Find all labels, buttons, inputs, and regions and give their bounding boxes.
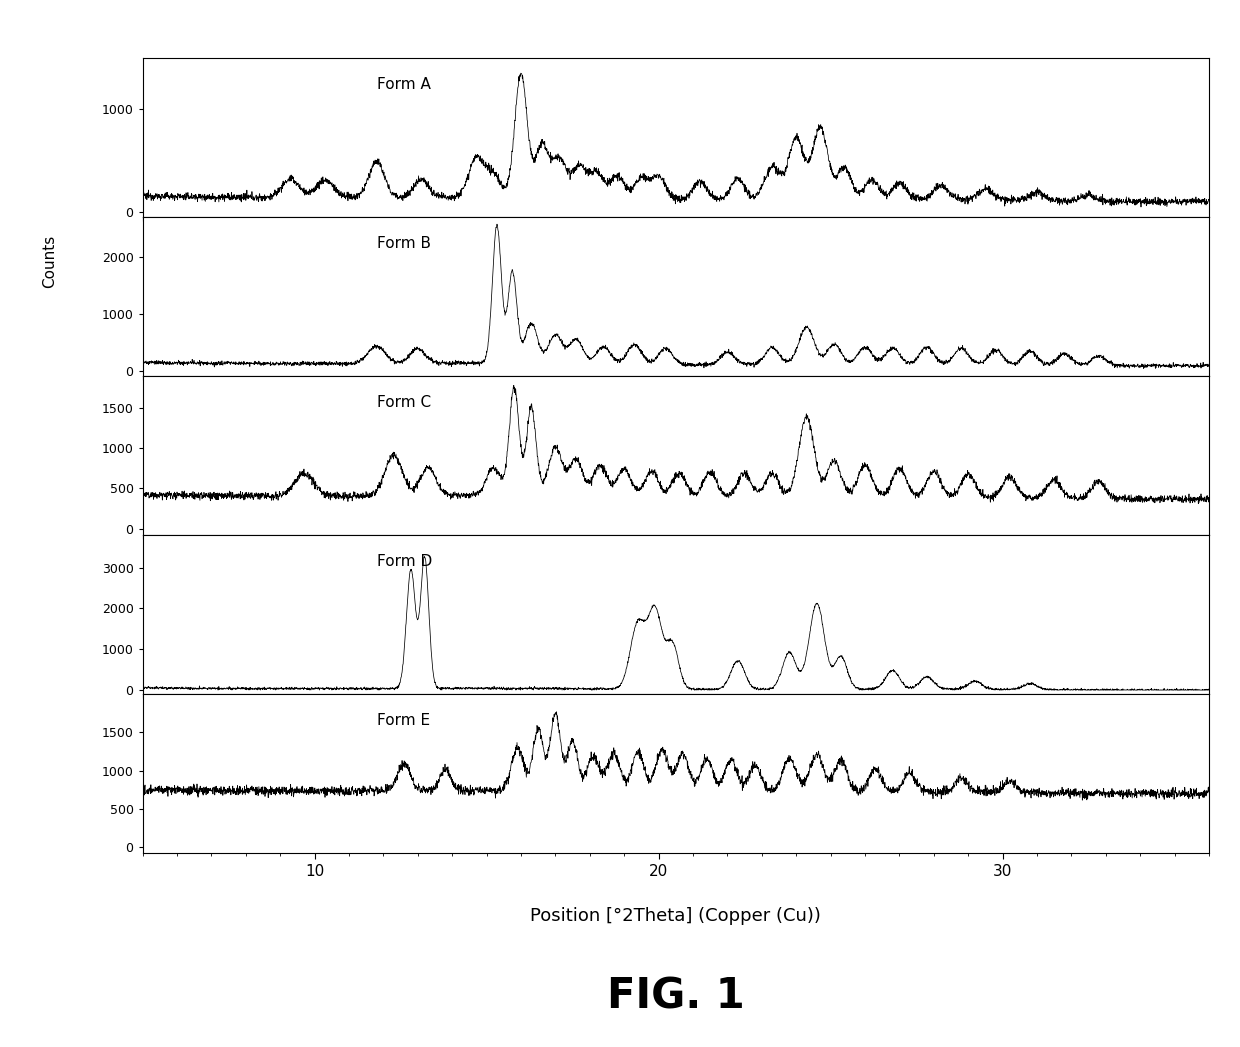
Text: Form D: Form D <box>377 554 433 570</box>
Text: Form A: Form A <box>377 76 432 92</box>
Text: FIG. 1: FIG. 1 <box>606 976 745 1018</box>
Text: Form C: Form C <box>377 395 432 410</box>
Text: Counts: Counts <box>42 236 57 288</box>
Text: Form E: Form E <box>377 713 430 729</box>
Text: Position [°2Theta] (Copper (Cu)): Position [°2Theta] (Copper (Cu)) <box>531 907 821 926</box>
Text: Form B: Form B <box>377 236 432 251</box>
